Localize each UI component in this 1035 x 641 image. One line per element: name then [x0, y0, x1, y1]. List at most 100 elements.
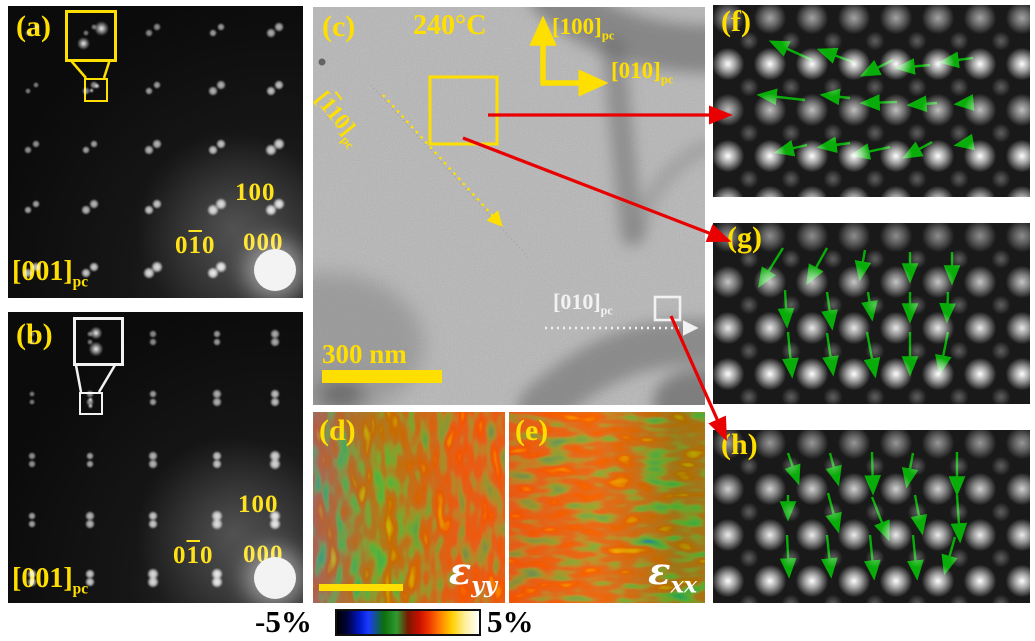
diffraction-spot [269, 458, 281, 470]
diffraction-spot [207, 204, 219, 216]
atom-column [907, 295, 927, 315]
atom-column [753, 357, 787, 391]
atom-column [753, 430, 787, 460]
atom-column [795, 93, 829, 127]
atom-column [865, 548, 885, 568]
atom-column [921, 93, 955, 127]
atom-column [781, 169, 801, 189]
atom-column [921, 139, 955, 173]
atom-column [739, 387, 759, 404]
atom-column [781, 387, 801, 404]
atom-column [781, 295, 801, 315]
strain-symbol-exx: εxx [648, 549, 697, 599]
atom-column [907, 341, 927, 361]
scale-bar-label: 300 nm [322, 339, 407, 369]
diffraction-spot [31, 262, 41, 272]
atom-column [837, 139, 871, 173]
diffraction-spot [148, 397, 158, 407]
atom-column [921, 518, 955, 552]
panel-label-c: (c) [322, 10, 356, 43]
atom-column [879, 47, 913, 81]
diffraction-spot [32, 81, 40, 89]
atom-column [1005, 403, 1030, 404]
atom-column [739, 456, 759, 476]
diffraction-spot [89, 139, 99, 149]
atom-column [963, 47, 997, 81]
atom-column [781, 77, 801, 97]
atom-column [739, 295, 759, 315]
diffraction-spot [86, 330, 94, 338]
atom-column [795, 403, 829, 404]
diffraction-spot [32, 140, 40, 148]
atom-column [879, 223, 913, 253]
atom-column [739, 594, 759, 603]
atom-column [991, 249, 1011, 269]
diffraction-spot [145, 29, 153, 37]
atom-column [865, 594, 885, 603]
direct-beam-spot [254, 249, 296, 291]
diffraction-spot [211, 458, 223, 470]
dark-defect-dot [318, 58, 326, 66]
panel-label-e: (e) [515, 414, 549, 447]
atom-column [921, 564, 955, 598]
atom-column [963, 518, 997, 552]
panel-label-b: (b) [16, 318, 53, 351]
diffraction-spot [27, 511, 37, 521]
diffraction-spot [212, 397, 222, 407]
atom-column [949, 548, 969, 568]
atom-column [963, 93, 997, 127]
atom-column [795, 518, 829, 552]
atom-column [963, 185, 997, 197]
atom-column [1005, 185, 1030, 197]
atom-column [1005, 311, 1030, 345]
atom-column [949, 31, 969, 51]
atom-column [907, 123, 927, 143]
diffraction-spot [86, 338, 94, 346]
atom-column [1005, 518, 1030, 552]
atom-column [795, 265, 829, 299]
atom-column [739, 249, 759, 269]
atom-column [949, 123, 969, 143]
diffraction-spot [274, 22, 284, 32]
atom-column [991, 387, 1011, 404]
atom-column [795, 311, 829, 345]
diffraction-spot [215, 138, 227, 150]
diffraction-spot [27, 519, 37, 529]
atom-column [991, 295, 1011, 315]
diffraction-spot [23, 205, 33, 215]
diffraction-spot [143, 267, 155, 279]
colorbar-min-label: -5% [255, 604, 312, 639]
strain-map-exx: (e) εxx [509, 412, 705, 603]
diffraction-spot [269, 396, 281, 408]
diffraction-spot [153, 23, 161, 31]
atom-column [879, 311, 913, 345]
diffraction-spot [143, 204, 155, 216]
atom-column [963, 357, 997, 391]
atom-column [879, 564, 913, 598]
diffraction-spot [270, 329, 280, 339]
diffraction-spot [147, 510, 159, 522]
reflection-000-label: 000 [243, 229, 284, 256]
diffraction-spot [90, 23, 98, 31]
atom-column [823, 387, 843, 404]
atom-column [949, 295, 969, 315]
atom-column [781, 594, 801, 603]
diffraction-spot [148, 451, 158, 461]
diffraction-spot [85, 451, 95, 461]
atom-column [713, 357, 745, 391]
atom-column [865, 169, 885, 189]
diffraction-spot [211, 518, 223, 530]
diffraction-spot [147, 576, 159, 588]
atom-column [837, 564, 871, 598]
atom-column [865, 502, 885, 522]
atom-column [753, 47, 787, 81]
atom-column [991, 31, 1011, 51]
diffraction-spot [211, 510, 223, 522]
atom-column [1005, 357, 1030, 391]
axis-label-100pc: [100]pc [552, 14, 615, 43]
diffraction-spot [273, 138, 285, 150]
diffraction-spot [149, 338, 157, 346]
strain-texture [509, 412, 705, 603]
atom-column [879, 403, 913, 404]
atom-column [823, 249, 843, 269]
